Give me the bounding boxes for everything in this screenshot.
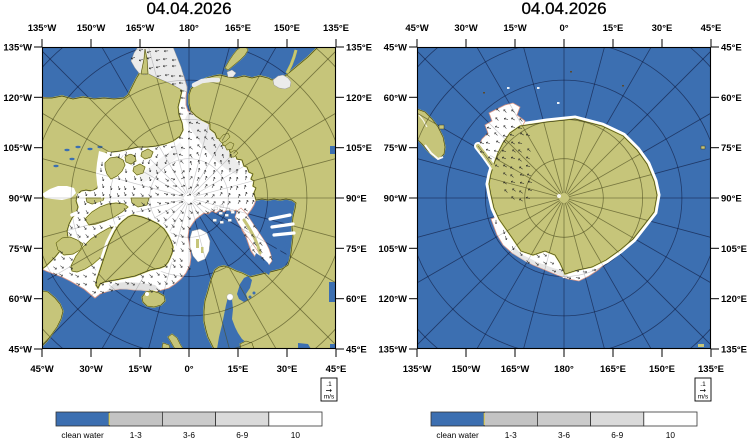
svg-text:60°W: 60°W bbox=[384, 93, 407, 104]
svg-text:60°W: 60°W bbox=[9, 294, 32, 305]
svg-text:45°E: 45°E bbox=[326, 364, 347, 375]
svg-text:135°E: 135°E bbox=[346, 43, 372, 54]
svg-text:45°E: 45°E bbox=[721, 43, 742, 54]
svg-text:10: 10 bbox=[666, 430, 676, 440]
svg-text:150°W: 150°W bbox=[77, 23, 106, 34]
svg-text:1-3: 1-3 bbox=[505, 430, 517, 440]
svg-text:120°E: 120°E bbox=[721, 294, 747, 305]
svg-text:.1: .1 bbox=[326, 381, 332, 388]
svg-text:6-9: 6-9 bbox=[611, 430, 623, 440]
svg-text:clean water: clean water bbox=[61, 430, 104, 440]
svg-text:1-3: 1-3 bbox=[130, 430, 142, 440]
svg-text:m/s: m/s bbox=[324, 394, 335, 401]
svg-text:15°E: 15°E bbox=[228, 364, 249, 375]
svg-text:15°W: 15°W bbox=[503, 23, 526, 34]
svg-text:04.04.2026: 04.04.2026 bbox=[146, 0, 231, 18]
svg-text:135°E: 135°E bbox=[721, 345, 747, 356]
svg-text:120°E: 120°E bbox=[346, 93, 372, 104]
svg-text:m/s: m/s bbox=[698, 394, 709, 401]
svg-text:165°W: 165°W bbox=[501, 364, 530, 375]
svg-text:45°W: 45°W bbox=[384, 43, 407, 54]
svg-text:135°E: 135°E bbox=[698, 364, 724, 375]
svg-text:165°W: 165°W bbox=[126, 23, 155, 34]
svg-text:135°W: 135°W bbox=[3, 43, 32, 54]
svg-text:150°W: 150°W bbox=[452, 364, 481, 375]
svg-text:45°W: 45°W bbox=[9, 345, 32, 356]
svg-text:45°W: 45°W bbox=[30, 364, 53, 375]
svg-text:120°W: 120°W bbox=[378, 294, 407, 305]
svg-text:75°E: 75°E bbox=[346, 244, 367, 255]
svg-text:135°E: 135°E bbox=[323, 23, 349, 34]
svg-text:105°E: 105°E bbox=[721, 244, 747, 255]
svg-text:15°W: 15°W bbox=[128, 364, 151, 375]
svg-text:60°E: 60°E bbox=[721, 93, 742, 104]
svg-text:90°E: 90°E bbox=[721, 194, 742, 205]
svg-text:150°E: 150°E bbox=[274, 23, 300, 34]
svg-text:6-9: 6-9 bbox=[236, 430, 248, 440]
svg-text:75°E: 75°E bbox=[721, 143, 742, 154]
svg-text:15°E: 15°E bbox=[603, 23, 624, 34]
svg-text:150°E: 150°E bbox=[649, 364, 675, 375]
svg-text:90°E: 90°E bbox=[346, 194, 367, 205]
svg-text:165°E: 165°E bbox=[225, 23, 251, 34]
svg-text:3-6: 3-6 bbox=[558, 430, 570, 440]
svg-text:30°E: 30°E bbox=[652, 23, 673, 34]
svg-text:165°E: 165°E bbox=[600, 364, 626, 375]
svg-text:30°E: 30°E bbox=[277, 364, 298, 375]
svg-text:10: 10 bbox=[291, 430, 301, 440]
svg-text:0°: 0° bbox=[184, 364, 193, 375]
svg-text:45°E: 45°E bbox=[701, 23, 722, 34]
svg-text:30°W: 30°W bbox=[454, 23, 477, 34]
svg-text:120°W: 120°W bbox=[3, 93, 32, 104]
svg-text:105°W: 105°W bbox=[3, 143, 32, 154]
svg-text:0°: 0° bbox=[559, 23, 568, 34]
svg-text:3-6: 3-6 bbox=[183, 430, 195, 440]
svg-text:135°W: 135°W bbox=[378, 345, 407, 356]
svg-text:75°W: 75°W bbox=[9, 244, 32, 255]
svg-text:45°E: 45°E bbox=[346, 345, 367, 356]
svg-text:180°: 180° bbox=[554, 364, 574, 375]
svg-text:60°E: 60°E bbox=[346, 294, 367, 305]
svg-text:180°: 180° bbox=[179, 23, 199, 34]
svg-text:135°W: 135°W bbox=[403, 364, 432, 375]
svg-text:135°W: 135°W bbox=[28, 23, 57, 34]
svg-text:45°W: 45°W bbox=[405, 23, 428, 34]
svg-text:105°W: 105°W bbox=[378, 244, 407, 255]
svg-text:90°W: 90°W bbox=[9, 194, 32, 205]
svg-text:clean water: clean water bbox=[436, 430, 479, 440]
svg-text:75°W: 75°W bbox=[384, 143, 407, 154]
svg-text:.1: .1 bbox=[700, 381, 706, 388]
svg-text:90°W: 90°W bbox=[384, 194, 407, 205]
svg-text:30°W: 30°W bbox=[79, 364, 102, 375]
svg-text:04.04.2026: 04.04.2026 bbox=[521, 0, 606, 18]
svg-text:105°E: 105°E bbox=[346, 143, 372, 154]
